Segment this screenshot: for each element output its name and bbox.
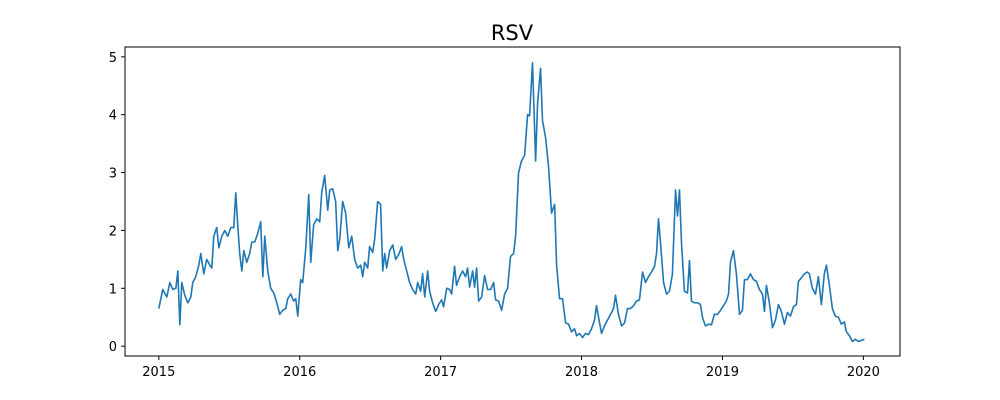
x-tick-label: 2015 (142, 365, 175, 380)
x-tick-label: 2018 (565, 365, 598, 380)
y-tick-label: 2 (109, 224, 117, 239)
plot-frame (124, 46, 901, 357)
y-tick-label: 0 (109, 340, 117, 355)
x-tick-label: 2016 (283, 365, 316, 380)
y-tick-label: 4 (109, 109, 117, 124)
y-tick-label: 3 (109, 167, 117, 182)
y-tick-label: 1 (109, 282, 117, 297)
chart-title: RSV (491, 21, 534, 45)
data-line (158, 61, 865, 343)
x-tick-label: 2017 (424, 365, 457, 380)
x-tick-label: 2019 (706, 365, 739, 380)
x-tick-label: 2020 (847, 365, 880, 380)
y-tick-label: 5 (109, 51, 117, 66)
